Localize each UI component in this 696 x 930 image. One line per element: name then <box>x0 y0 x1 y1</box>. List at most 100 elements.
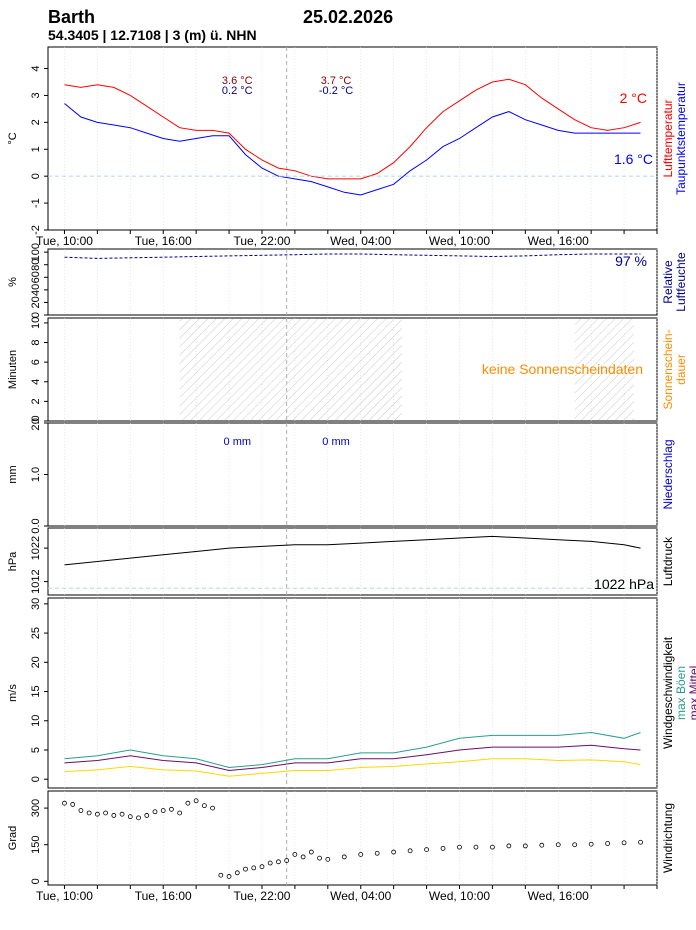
winddir-point <box>152 809 158 815</box>
winddir-point <box>490 844 495 850</box>
report-date: 25.02.2026 <box>303 7 394 27</box>
winddir-point <box>555 842 561 848</box>
station-name: Barth <box>48 7 96 27</box>
precip-annotation: 0 mm <box>322 436 350 448</box>
temp-max-annotation: 3.7 °C <box>321 75 352 87</box>
winddir-point <box>119 811 125 817</box>
y-tick-label: 2 <box>30 119 42 125</box>
x-tick-label: Tue, 10:00 <box>36 889 93 903</box>
winddir-point <box>300 854 306 860</box>
y-tick-label: 100 <box>30 243 42 261</box>
winddir-point <box>226 874 232 879</box>
series-line-taupunktstemperatur <box>64 103 641 196</box>
x-tick-label: Wed, 16:00 <box>528 234 589 248</box>
y-tick-label: 3 <box>30 92 42 98</box>
y-tick-label: 10 <box>30 715 42 727</box>
y-axis-label: Grad <box>7 826 19 850</box>
series-line-luftdruck <box>64 535 641 566</box>
panel-pressure: 1012 1022 hPa Luftdruck 1022 hPa <box>7 527 675 596</box>
y-tick-label: 4 <box>30 379 42 385</box>
series-line-max-mittel <box>64 744 641 772</box>
y-tick-label: 20 <box>30 296 42 308</box>
humidity-end-label: 97 % <box>615 253 647 269</box>
temp-end-label: 2 °C <box>620 90 647 106</box>
y-axis-label: °C <box>7 132 19 144</box>
panel-precipitation: 0.0 1.0 2.0 mm Niederschlag 0 mm 0 mm <box>7 415 675 533</box>
panel-frame <box>47 527 658 596</box>
winddir-point <box>638 839 643 845</box>
y-tick-label: 30 <box>30 598 42 610</box>
winddir-point <box>251 865 257 871</box>
x-tick-label: Wed, 04:00 <box>330 234 391 248</box>
y-tick-label: 10 <box>30 317 42 329</box>
winddir-point <box>473 844 479 850</box>
y-axis-label: Minuten <box>7 350 19 389</box>
panel-frame <box>47 597 658 789</box>
series-line-lufttemperatur <box>64 78 641 180</box>
dew-end-label: 1.6 °C <box>614 151 653 167</box>
winddir-point <box>259 864 265 870</box>
right-label: Sonnenschein- <box>661 329 675 409</box>
panel-frame <box>47 248 658 316</box>
x-tick-label: Wed, 10:00 <box>429 889 490 903</box>
y-tick-label: 1.0 <box>30 467 42 482</box>
x-tick-label: Wed, 10:00 <box>429 234 490 248</box>
right-label: Relative <box>661 260 675 304</box>
y-tick-label: 0 <box>30 418 42 424</box>
winddir-point <box>62 800 67 806</box>
x-tick-label: Tue, 16:00 <box>135 889 192 903</box>
y-tick-label: 5 <box>30 747 42 753</box>
y-tick-label: -1 <box>30 198 42 208</box>
winddir-point <box>136 815 141 821</box>
y-axis-label: m/s <box>7 684 19 702</box>
winddir-point <box>234 870 240 876</box>
y-tick-label: 300 <box>30 799 42 817</box>
winddir-point <box>317 855 322 861</box>
night-area <box>574 319 634 420</box>
panel-winddirection: 0 150 300 Grad Windrichtung <box>7 790 675 886</box>
winddir-point <box>284 858 290 863</box>
winddir-point <box>210 805 215 811</box>
y-axis-label: % <box>7 277 19 287</box>
panel-sunshine: 0 2 4 6 8 10 Minuten Sonnenschein-dauer keine So… <box>7 317 688 424</box>
winddir-point <box>243 866 248 872</box>
winddir-point <box>440 845 446 851</box>
winddir-point <box>267 860 273 866</box>
winddir-point <box>144 813 150 818</box>
right-label: Luftfeuchte <box>674 252 688 312</box>
y-tick-label: 0 <box>30 173 42 179</box>
y-tick-label: 0.0 <box>30 518 42 533</box>
series-line-max-böen <box>64 731 641 769</box>
winddir-point <box>276 859 281 865</box>
pressure-end-label: 1022 hPa <box>594 576 654 592</box>
winddir-point <box>218 872 224 878</box>
winddir-point <box>621 840 627 846</box>
series-line-min-mittel <box>64 758 641 777</box>
y-axis-label: hPa <box>7 551 19 571</box>
winddir-point <box>177 810 183 816</box>
right-label: max Mittel <box>687 666 696 721</box>
winddir-point <box>127 814 133 820</box>
winddir-point <box>407 848 413 854</box>
y-tick-label: 150 <box>30 836 42 854</box>
y-tick-label: 4 <box>30 65 42 71</box>
y-tick-label: -2 <box>30 225 42 235</box>
y-tick-label: 1012 <box>30 569 42 593</box>
y-tick-label: 1 <box>30 146 42 152</box>
winddir-point <box>341 854 347 860</box>
right-label: dauer <box>674 354 688 385</box>
winddir-point <box>506 843 512 849</box>
night-area <box>179 319 402 420</box>
precip-annotation: 0 mm <box>224 436 252 448</box>
panel-wind: 0 5 10 15 20 25 30 m/s Windgeschwindigkeit max Bö… <box>7 597 696 789</box>
winddir-point <box>588 841 594 847</box>
winddir-point <box>201 803 207 809</box>
right-label: Taupunktstemperatur <box>674 82 688 195</box>
winddir-point <box>424 847 429 852</box>
y-tick-label: 15 <box>30 685 42 697</box>
winddir-point <box>103 810 109 816</box>
x-tick-label: Wed, 16:00 <box>528 889 589 903</box>
y-tick-label: 8 <box>30 339 42 345</box>
winddir-point <box>193 798 199 804</box>
